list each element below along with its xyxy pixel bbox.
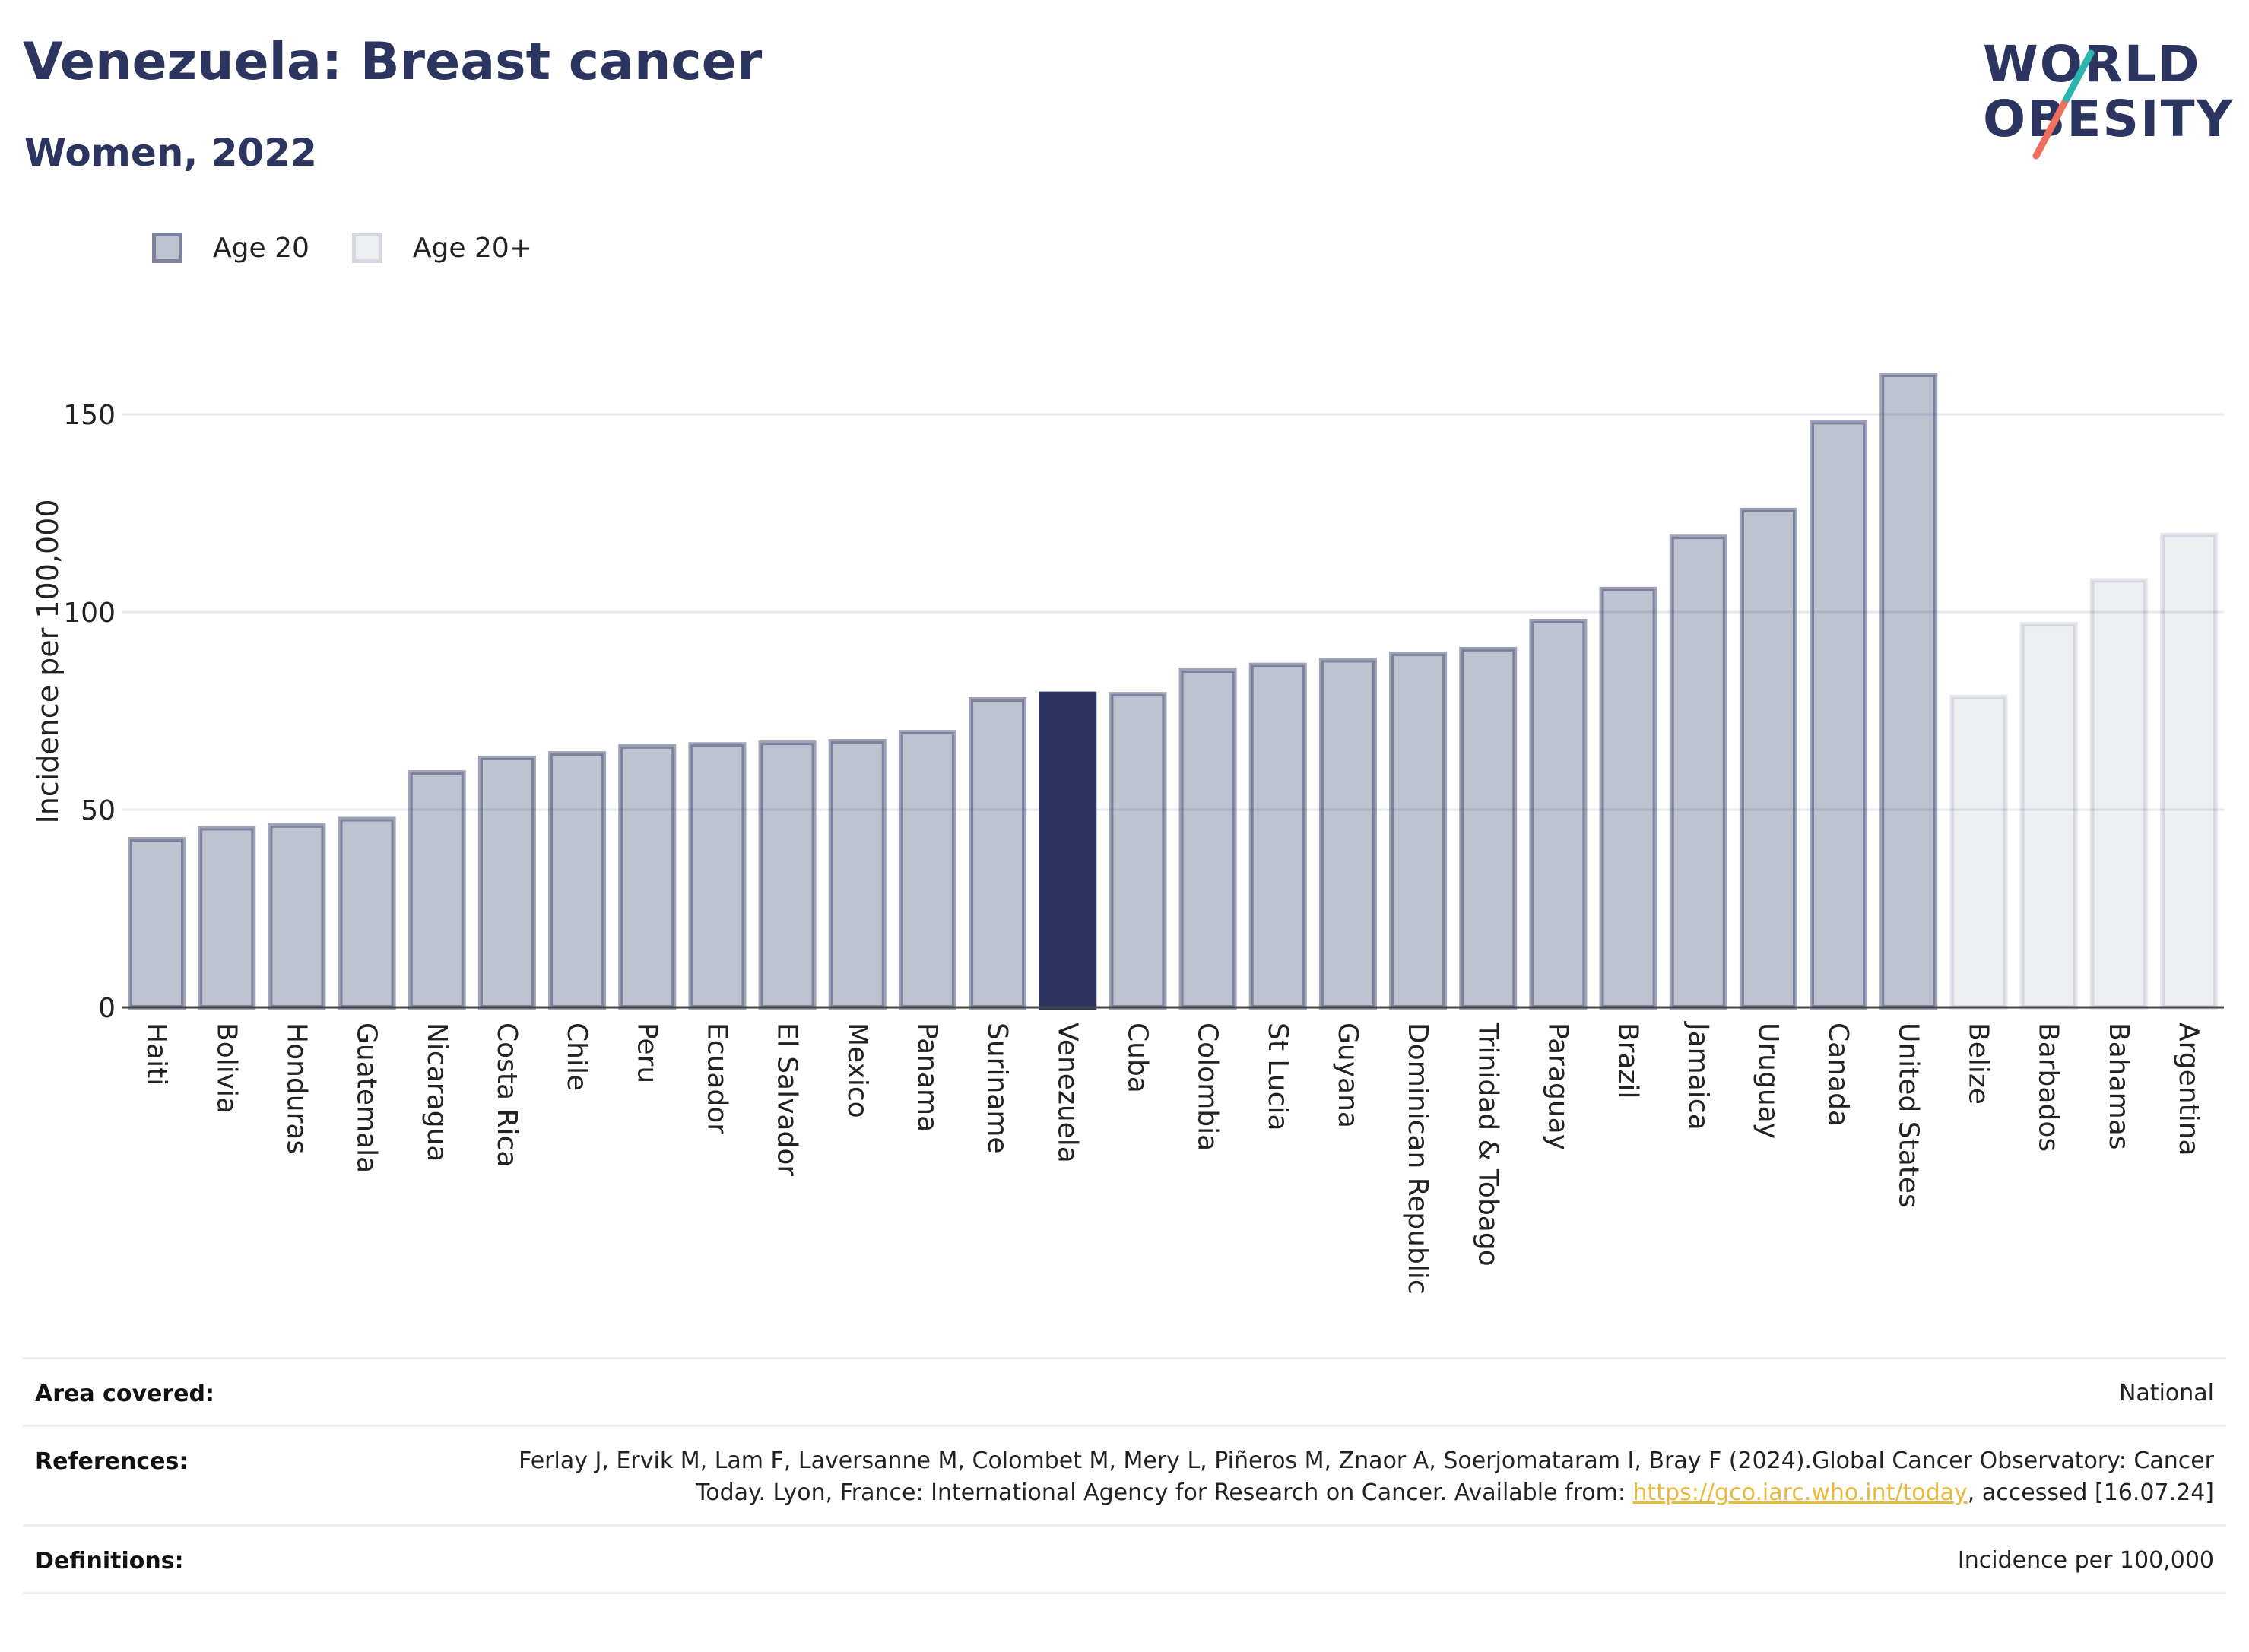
bar-haiti: [128, 837, 186, 1010]
logo-slash-icon: [2032, 49, 2095, 160]
x-tick-label: El Salvador: [772, 1023, 803, 1176]
x-tick-label: Uruguay: [1753, 1023, 1784, 1139]
x-tick-label: Nicaragua: [421, 1023, 452, 1162]
x-tick-label: Dominican Republic: [1402, 1023, 1433, 1295]
x-tick-label: Mexico: [842, 1023, 873, 1118]
x-tick-label: Haiti: [141, 1023, 172, 1086]
logo-word-world: WORLD: [1983, 35, 2201, 94]
bar-barbados: [2019, 622, 2078, 1010]
chart-legend: Age 20 Age 20+: [152, 227, 575, 269]
logo-slash-teal: [2063, 49, 2095, 103]
logo-slash-coral: [2032, 95, 2070, 160]
bar-colombia: [1178, 667, 1237, 1010]
y-tick-label: 150: [63, 400, 116, 431]
chart-metadata-table: Area covered: National References: Ferla…: [23, 1357, 2226, 1594]
bar-cuba: [1109, 692, 1167, 1010]
legend-item-age20[interactable]: Age 20: [152, 233, 309, 264]
bar-uruguay: [1739, 507, 1797, 1010]
bar-peru: [618, 744, 677, 1010]
bar-honduras: [268, 823, 326, 1010]
bar-united-states: [1879, 373, 1938, 1010]
bar-guyana: [1318, 658, 1377, 1010]
y-axis-label: Incidence per 100,000: [31, 499, 65, 823]
x-tick-label: Belize: [1962, 1023, 1994, 1105]
x-tick-label: Brazil: [1613, 1023, 1644, 1099]
bar-argentina: [2159, 532, 2218, 1010]
bar-suriname: [969, 696, 1027, 1010]
references-label: References:: [35, 1448, 189, 1475]
x-tick-label: Argentina: [2173, 1023, 2204, 1156]
x-tick-label: Peru: [631, 1023, 662, 1083]
legend-item-age20plus[interactable]: Age 20+: [351, 232, 532, 264]
bar-panama: [898, 730, 956, 1010]
x-tick-label: St Lucia: [1262, 1023, 1293, 1131]
bar-paraguay: [1529, 618, 1588, 1010]
bar-nicaragua: [408, 770, 466, 1010]
y-tick-label: 100: [63, 598, 116, 629]
bar-chart: 0 50 100 150 Incidence per 100,000 Haiti Boliv…: [31, 373, 2224, 1295]
meta-row-area: Area covered: National: [23, 1357, 2226, 1425]
definitions-label: Definitions:: [35, 1548, 184, 1574]
x-tick-label: Barbados: [2033, 1023, 2064, 1152]
area-covered-value: National: [2118, 1380, 2214, 1406]
x-tick-label: Ecuador: [701, 1023, 732, 1134]
x-tick-label: Colombia: [1192, 1023, 1223, 1151]
bar-ecuador: [688, 742, 747, 1010]
world-obesity-logo: WORLD OBESITY: [1977, 30, 2232, 160]
x-tick-label: Panama: [912, 1023, 943, 1132]
references-tail: , accessed [16.07.24]: [1967, 1479, 2214, 1506]
legend-swatch-age20plus: [351, 233, 382, 263]
x-tick-label: Costa Rica: [491, 1023, 522, 1167]
bar-bahamas: [2089, 578, 2148, 1010]
legend-swatch-age20: [152, 233, 182, 263]
bar-jamaica: [1669, 534, 1727, 1010]
area-covered-label: Area covered:: [35, 1381, 214, 1407]
y-tick-label: 50: [81, 795, 116, 826]
logo-word-obesity: OBESITY: [1983, 90, 2235, 148]
meta-row-references: References: Ferlay J, Ervik M, Lam F, La…: [23, 1425, 2226, 1524]
x-tick-label: Guyana: [1332, 1023, 1363, 1128]
x-tick-label: Honduras: [281, 1023, 312, 1154]
references-value: Ferlay J, Ervik M, Lam F, Laversanne M, …: [465, 1445, 2214, 1509]
references-text: Ferlay J, Ervik M, Lam F, Laversanne M, …: [519, 1447, 2214, 1506]
bar-canada: [1810, 420, 1868, 1010]
references-link[interactable]: https://gco.iarc.who.int/today: [1632, 1479, 1968, 1506]
bar-venezuela: [1039, 691, 1097, 1010]
bar-st-lucia: [1248, 662, 1307, 1010]
bar-costa-rica: [477, 755, 536, 1010]
x-tick-label: Canada: [1822, 1023, 1854, 1127]
definitions-value: Incidence per 100,000: [1957, 1547, 2214, 1574]
chart-title: Venezuela: Breast cancer: [23, 32, 763, 92]
bar-mexico: [828, 739, 887, 1010]
meta-row-definitions: Definitions: Incidence per 100,000: [23, 1524, 2226, 1594]
bar-bolivia: [198, 826, 256, 1010]
x-tick-label: Bolivia: [211, 1023, 242, 1114]
legend-label-age20plus: Age 20+: [412, 232, 532, 264]
bar-belize: [1949, 694, 2008, 1010]
x-tick-label: Venezuela: [1052, 1023, 1083, 1163]
x-tick-label: Trinidad & Tobago: [1472, 1022, 1503, 1267]
x-tick-label: Jamaica: [1683, 1021, 1714, 1130]
bar-trinidad-tobago: [1459, 646, 1518, 1010]
x-tick-label: Chile: [561, 1023, 592, 1091]
x-tick-label: Bahamas: [2103, 1023, 2134, 1150]
x-tick-label: Cuba: [1121, 1023, 1153, 1093]
chart-subtitle: Women, 2022: [24, 131, 317, 175]
x-tick-label: Paraguay: [1542, 1023, 1573, 1150]
x-tick-label: Suriname: [982, 1023, 1013, 1154]
bar-brazil: [1599, 586, 1657, 1010]
x-tick-label: United States: [1892, 1023, 1924, 1208]
x-tick-label: Guatemala: [351, 1023, 382, 1173]
legend-label-age20: Age 20: [213, 232, 309, 264]
bar-el-salvador: [758, 740, 817, 1010]
bar-chile: [548, 751, 607, 1010]
bar-dominican-republic: [1389, 652, 1448, 1010]
bar-guatemala: [338, 816, 396, 1010]
y-tick-label: 0: [98, 993, 116, 1024]
